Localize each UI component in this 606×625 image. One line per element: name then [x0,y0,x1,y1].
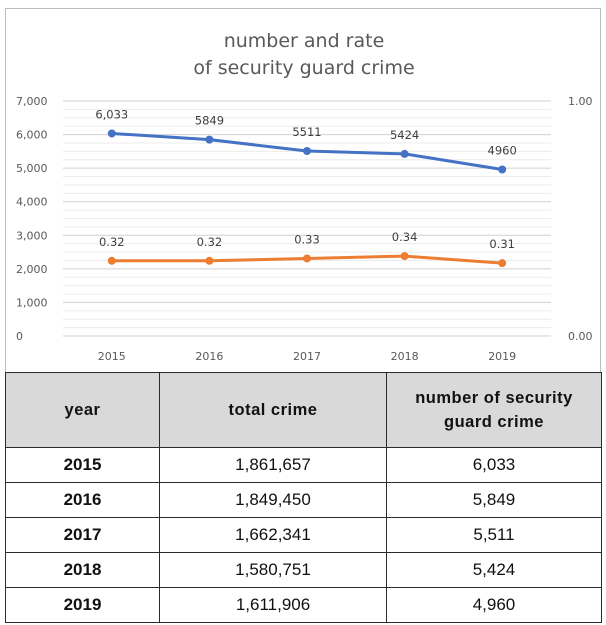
header-security-guard-crime: number of security guard crime [386,372,602,448]
data-point [107,129,116,138]
data-point [498,165,507,174]
table-row: 2017 1,662,341 5,511 [5,517,602,553]
header-total-crime: total crime [159,372,387,448]
y-left-tick-label: 2,000 [16,263,48,276]
data-point [400,149,409,158]
data-label: 4960 [488,143,517,157]
x-tick-label: 2017 [293,350,321,363]
cell-total-crime: 1,861,657 [159,447,387,483]
cell-guard-crime: 5,849 [386,482,602,518]
data-point [107,256,116,265]
data-label: 0.34 [392,230,418,244]
data-point [303,254,311,263]
table-row: 2016 1,849,450 5,849 [5,482,602,518]
table-row: 2015 1,861,657 6,033 [5,447,602,483]
data-label: 0.32 [197,235,223,249]
crime-data-table: year total crime number of security guar… [5,372,602,623]
x-tick-label: 2016 [195,350,223,363]
cell-total-crime: 1,611,906 [159,587,387,623]
chart-panel: number and rate of security guard crime 0 1… [5,8,601,372]
y-right-tick-label: 0.00 [568,330,593,343]
cell-guard-crime: 4,960 [386,587,602,623]
table-header-row: year total crime number of security guar… [5,372,602,448]
header-year: year [5,372,160,448]
data-label: 5424 [390,128,419,142]
chart-title-line: of security guard crime [193,57,414,79]
data-label: 0.32 [99,235,125,249]
cell-total-crime: 1,580,751 [159,552,387,588]
data-point [205,256,214,265]
data-label: 0.33 [294,232,320,246]
chart-title-line: number and rate [224,30,385,52]
cell-total-crime: 1,662,341 [159,517,387,553]
y-left-tick-label: 0 [16,330,23,343]
cell-year: 2018 [5,552,160,588]
cell-total-crime: 1,849,450 [159,482,387,518]
cell-year: 2019 [5,587,160,623]
data-point [498,259,507,268]
y-left-tick-label: 7,000 [16,95,48,108]
table-row: 2019 1,611,906 4,960 [5,587,602,623]
data-point [205,135,214,144]
cell-year: 2017 [5,517,160,553]
y-left-tick-label: 5,000 [16,162,48,175]
x-tick-label: 2015 [98,350,126,363]
cell-guard-crime: 5,424 [386,552,602,588]
cell-guard-crime: 6,033 [386,447,602,483]
data-label: 5849 [195,114,224,128]
data-point [400,252,409,261]
x-tick-label: 2018 [391,350,419,363]
cell-year: 2016 [5,482,160,518]
y-right-tick-label: 1.00 [568,95,593,108]
y-left-tick-label: 4,000 [16,196,48,209]
y-left-tick-label: 6,000 [16,129,48,142]
y-left-tick-label: 3,000 [16,229,48,242]
data-label: 0.31 [489,237,515,251]
cell-guard-crime: 5,511 [386,517,602,553]
y-left-tick-label: 1,000 [16,296,48,309]
table-row: 2018 1,580,751 5,424 [5,552,602,588]
cell-year: 2015 [5,447,160,483]
x-tick-label: 2019 [488,350,516,363]
data-label: 6,033 [95,107,128,121]
data-label: 5511 [292,125,321,139]
data-point [303,146,311,155]
line-chart: number and rate of security guard crime 0 1… [16,30,593,363]
